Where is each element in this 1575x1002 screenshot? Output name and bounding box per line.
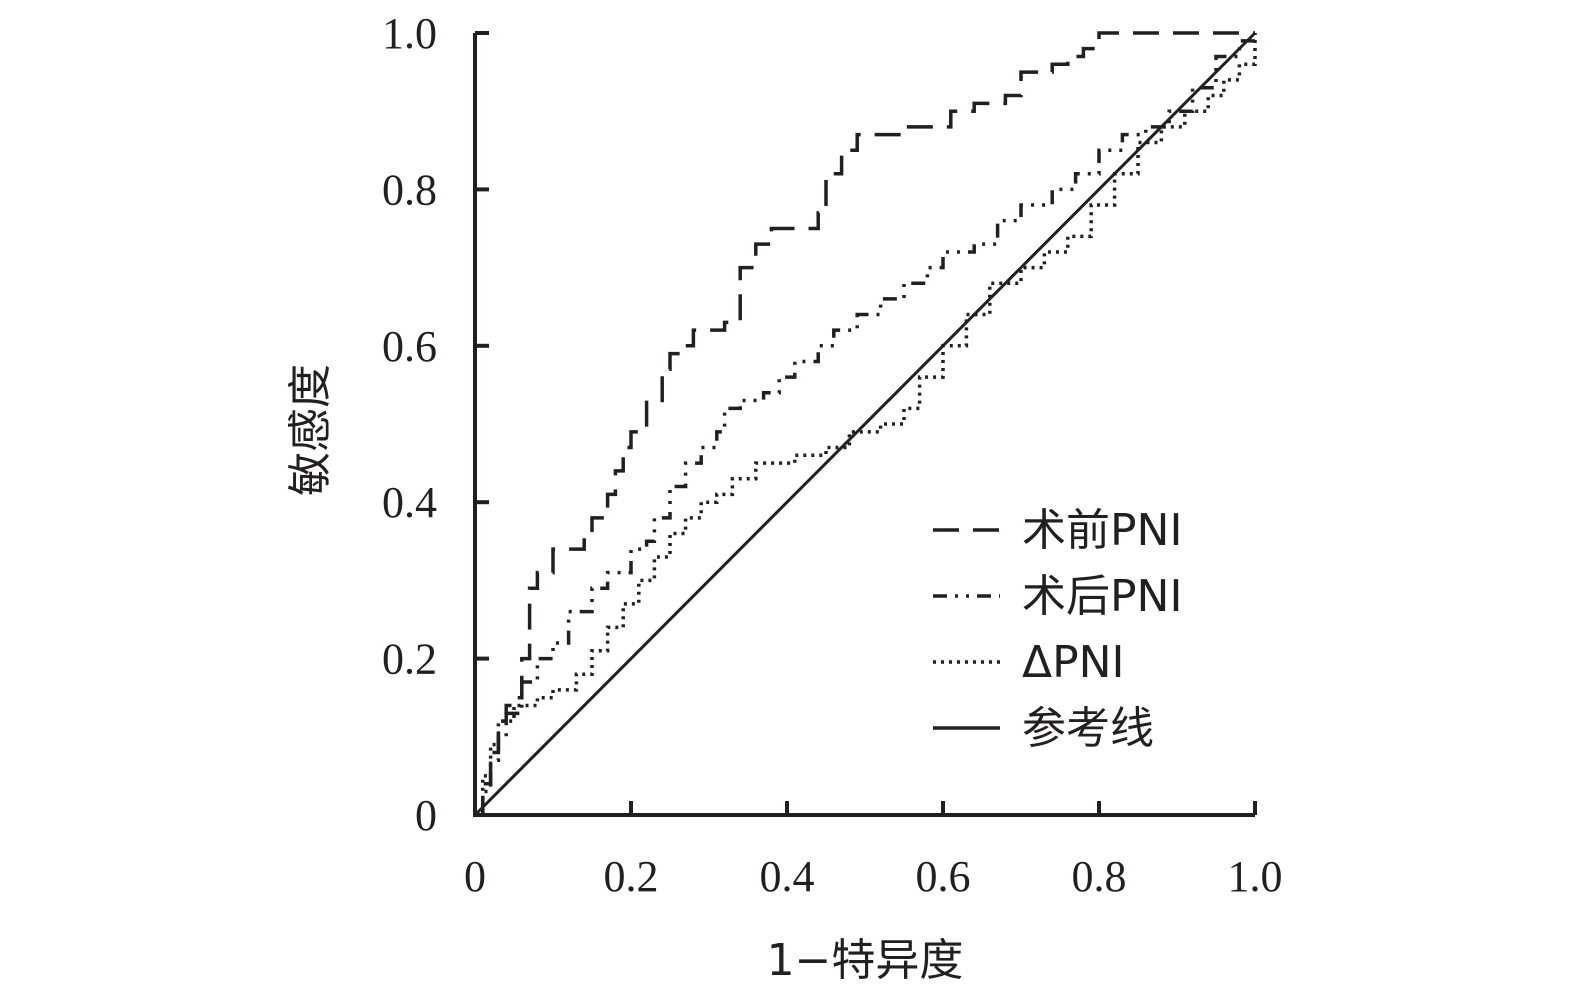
y-tick-label: 0	[415, 791, 437, 840]
axis-tick-labels: 0 0.2 0.4 0.6 0.8 1.0 0 0.2 0.4 0.6 0.8 1.0	[382, 9, 1283, 901]
series-line-pni-1	[475, 33, 1257, 817]
x-tick-label: 0.2	[604, 852, 659, 901]
y-tick-label: 0.8	[382, 165, 437, 214]
x-tick-label: 0.4	[760, 852, 815, 901]
legend: 术前PNI 术后PNI ΔPNI 参考线	[933, 505, 1182, 754]
legend-label: 参考线	[1022, 703, 1154, 754]
series-line-pni-2	[475, 33, 1257, 817]
legend-label: 术后PNI	[1022, 571, 1182, 622]
y-tick-label: 1.0	[382, 9, 437, 58]
series-line-pni-0	[475, 31, 1255, 817]
x-tick-label: 1.0	[1228, 852, 1283, 901]
x-tick-label: 0.6	[916, 852, 971, 901]
axis-ticks	[473, 31, 1257, 817]
y-tick-label: 0.2	[382, 635, 437, 684]
y-tick-label: 0.6	[382, 322, 437, 371]
plot-lines	[473, 31, 1257, 817]
x-tick-label: 0.8	[1072, 852, 1127, 901]
x-tick-label: 0	[464, 852, 486, 901]
legend-label: ΔPNI	[1022, 637, 1125, 688]
series-line-item-3	[473, 31, 1257, 817]
y-tick-label: 0.4	[382, 478, 437, 527]
x-axis-title: 1−特异度	[767, 935, 964, 986]
y-axis-title: 敏感度	[285, 364, 336, 496]
legend-label: 术前PNI	[1022, 505, 1182, 556]
